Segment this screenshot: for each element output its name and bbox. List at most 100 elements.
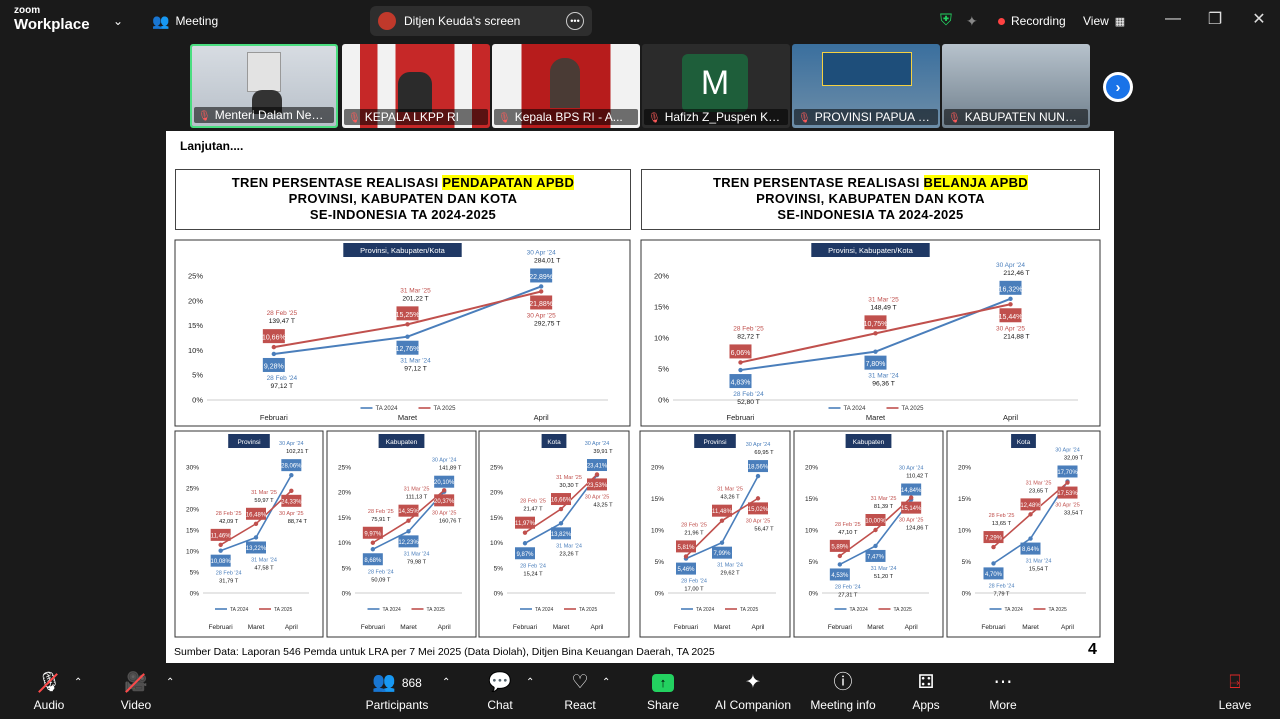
date-label: 31 Mar '25 [717,487,743,493]
data-point [755,496,761,501]
apps-button[interactable]: ⚃ Apps [906,663,946,719]
microphone-muted-icon: 🎙 [36,672,62,693]
meeting-info-button[interactable]: ⓘ Meeting info [806,663,880,719]
x-tick-label: April [590,624,604,631]
encryption-shield-icon[interactable]: ⛨ [940,12,953,29]
value-label-box [865,514,886,526]
logo-line2: Workplace [14,16,90,33]
meeting-info-label: Meeting info [810,697,876,712]
left-title-line3: SE-INDONESIA TA 2024-2025 [309,207,497,222]
data-point [405,322,410,327]
value-label: 5,81% [677,545,695,551]
date-label: 30 Apr '24 [899,466,924,472]
x-tick-label: Maret [867,624,884,631]
leave-button[interactable]: ⍈ Leave [1216,663,1254,719]
value-label-box [587,459,607,472]
value-label-box [281,494,302,507]
chart-title-tag [343,243,462,257]
amount-label: 75,91 T [371,517,391,523]
data-point [837,553,843,559]
amount-label: 56,47 T [754,526,774,532]
participant-tile[interactable]: 🎙 KABUPATEN NUNUK... [942,44,1090,128]
participant-name: 🎙PROVINSI PAPUA BAR... [794,109,938,125]
date-label: 31 Mar '25 [556,475,582,481]
amount-label: 284,01 T [534,257,560,264]
screen-share-pill[interactable]: Ditjen Keuda's screen ••• [370,6,592,36]
data-point [253,535,259,540]
audio-options-caret-icon[interactable]: ⌃ [74,677,83,688]
view-button[interactable]: View ▦ [1083,0,1125,42]
participants-options-caret-icon[interactable]: ⌃ [442,677,451,688]
data-point [1008,296,1013,302]
chat-button[interactable]: 💬 Chat [482,663,518,719]
date-label: 30 Apr '25 [279,511,304,517]
value-label: 16,66% [551,498,572,504]
date-label: 31 Mar '25 [251,490,277,496]
ai-companion-button[interactable]: ✦ AI Companion [712,663,794,719]
people-icon: 👥 [152,12,170,29]
amount-label: 23,26 T [559,551,579,557]
close-window-button[interactable]: ✕ [1252,11,1266,28]
value-label: 20,10% [434,480,455,486]
share-button[interactable]: ↑ Share [643,663,683,719]
restore-button[interactable]: ❐ [1207,11,1223,28]
share-source-avatar-icon [378,12,396,30]
react-button[interactable]: ♡ React [560,663,600,719]
value-label: 10,08% [210,559,231,565]
y-tick-label: 20% [490,490,503,497]
participant-tile[interactable]: 🎙 KEPALA LKPP RI [342,44,490,128]
date-label: 31 Mar '24 [404,551,430,557]
amount-label: 13,65 T [992,521,1012,527]
y-tick-label: 5% [655,559,665,566]
date-label: 31 Mar '25 [400,287,431,294]
video-button[interactable]: 🎥 Video [114,663,158,719]
more-options-icon[interactable]: ••• [566,12,584,30]
logo-menu-chevron-icon[interactable]: ⌄ [113,14,124,28]
participant-tile[interactable]: 🎙PROVINSI PAPUA BAR... [792,44,940,128]
amount-label: 47,10 T [838,530,858,536]
y-tick-label: 15% [805,496,818,503]
meeting-menu[interactable]: 👥 Meeting [152,0,218,42]
react-options-caret-icon[interactable]: ⌃ [602,677,611,688]
x-tick-label: Februari [828,624,852,631]
date-label: 30 Apr '24 [279,441,304,447]
recording-label: Recording [1011,14,1066,28]
recording-indicator[interactable]: Recording [998,0,1066,42]
date-label: 28 Feb '25 [733,325,764,332]
audio-button[interactable]: 🎙 Audio [28,663,70,719]
amount-label: 21,96 T [684,530,704,536]
value-label-box [262,329,285,344]
y-tick-label: 15% [654,303,669,312]
participant-tile[interactable]: M 🎙 Hafizh Z_Puspen Kem... [642,44,790,128]
ai-sparkle-icon[interactable]: ✦ [966,12,978,29]
legend-label: TA 2024 [383,607,401,613]
amount-label: 7,79 T [993,591,1010,597]
value-label-box [551,493,571,506]
x-tick-label: Maret [553,624,570,631]
date-label: 28 Feb '24 [835,584,861,590]
participant-tile[interactable]: 🎙 Kepala BPS RI - A... [492,44,640,128]
amount-label: 97,12 T [271,383,294,390]
minimize-button[interactable]: — [1165,10,1181,27]
amount-label: 43,26 T [720,495,740,501]
chart-frame [946,430,1101,638]
amount-label: 32,09 T [1064,455,1084,461]
chart-title: Provinsi, Kabupaten/Kota [828,246,913,255]
data-point [719,540,725,545]
amount-label: 29,62 T [720,571,740,577]
date-label: 28 Feb '24 [681,579,707,585]
amount-label: 97,12 T [404,366,427,373]
participant-name: 🎙 KEPALA LKPP RI [344,109,488,125]
participants-button[interactable]: 👥 868 Participants [362,663,432,719]
data-point [558,506,564,512]
amount-label: 23,65 T [1029,488,1049,494]
amount-label: 42,09 T [219,519,239,525]
chat-options-caret-icon[interactable]: ⌃ [526,677,535,688]
more-button[interactable]: ⋯ More [984,663,1022,719]
next-page-button[interactable]: › [1103,72,1133,102]
date-label: 31 Mar '24 [1026,559,1052,565]
participant-tile[interactable]: 🎙 Menteri Dalam Negeri [190,44,338,128]
date-label: 30 Apr '24 [432,458,457,464]
video-options-caret-icon[interactable]: ⌃ [166,677,175,688]
amount-label: 39,91 T [593,449,613,455]
